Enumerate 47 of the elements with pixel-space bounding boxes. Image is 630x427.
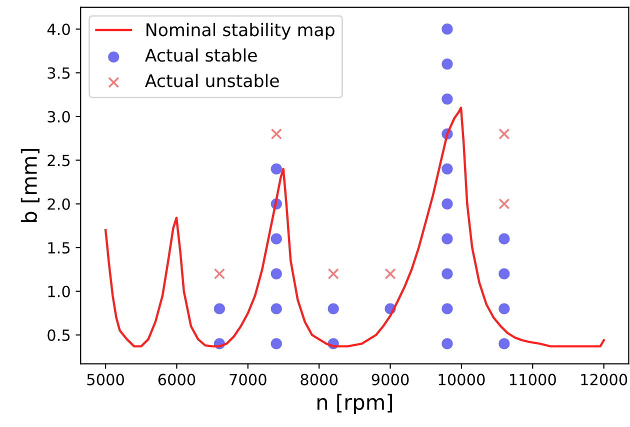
y-tick-label: 0.5 [48, 329, 70, 341]
point [442, 338, 453, 350]
y-tick-label: 3.0 [48, 110, 70, 123]
legend-label: Actual unstable [145, 74, 279, 88]
legend-label: Nominal stability map [146, 22, 334, 40]
point [270, 233, 282, 244]
point [498, 233, 510, 244]
point [328, 268, 339, 280]
point [442, 303, 453, 314]
point [328, 303, 339, 314]
x-tick-label: 7000 [230, 374, 266, 386]
point [498, 303, 510, 314]
point [442, 233, 453, 244]
legend-label: Actual stable [145, 48, 257, 62]
point [270, 303, 282, 314]
y-tick-label: 2.5 [48, 154, 70, 166]
y-tick-label: 1.0 [48, 286, 70, 298]
point [498, 128, 510, 140]
point [270, 128, 282, 140]
point [270, 268, 282, 280]
point [442, 163, 453, 174]
y-axis-title: b [mm] [20, 148, 40, 222]
x-axis-title: n [rpm] [318, 394, 392, 414]
point [442, 268, 453, 280]
y-tick-label: 2.0 [48, 198, 70, 210]
y-tick-label: 4.0 [47, 24, 70, 36]
x-tick-label: 8000 [300, 374, 338, 386]
x-tick-label: 10000 [438, 374, 485, 386]
point [214, 303, 226, 314]
y-tick-label: 1.5 [48, 242, 70, 254]
x-tick-label: 6000 [158, 374, 196, 386]
point [214, 268, 226, 280]
point [442, 58, 453, 70]
point [498, 268, 510, 280]
x-tick-label: 9000 [372, 374, 409, 386]
y-tick-label: 3.5 [48, 67, 70, 79]
point [498, 338, 510, 350]
point [270, 163, 282, 174]
x-tick-label: 11000 [510, 374, 556, 386]
point [498, 198, 510, 210]
point [442, 198, 453, 210]
x-tick-label: 5000 [87, 374, 124, 386]
point [384, 268, 396, 280]
point [442, 93, 453, 105]
point [270, 338, 282, 350]
x-tick-label: 12000 [581, 374, 628, 386]
point [442, 24, 453, 35]
